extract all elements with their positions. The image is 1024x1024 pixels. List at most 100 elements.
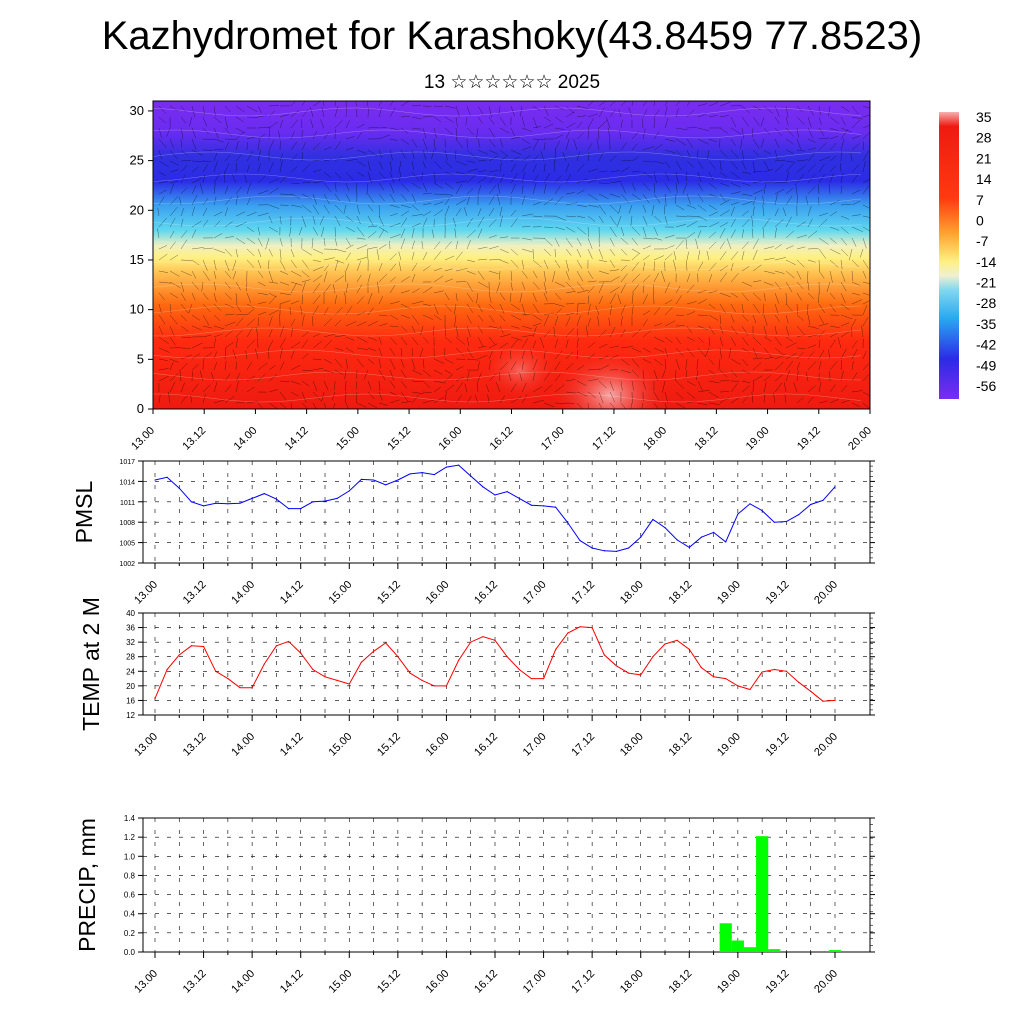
wind-barb (466, 217, 473, 228)
wind-barb (224, 330, 233, 338)
wind-barb (685, 171, 688, 182)
wind-barb (422, 149, 426, 160)
wind-barb (334, 171, 342, 179)
data-point (178, 654, 180, 656)
wind-barb (532, 314, 542, 321)
wind-barb (807, 186, 816, 195)
wind-barb (851, 200, 861, 206)
wind-barb (521, 382, 527, 393)
wind-barb (828, 349, 831, 360)
wind-barb (631, 262, 639, 272)
data-point (324, 676, 326, 678)
wind-barb (719, 241, 725, 250)
wind-barb (631, 156, 640, 162)
x-tick-label: 18.12 (666, 731, 694, 759)
wind-barb (785, 195, 793, 206)
contour-line (153, 283, 862, 293)
wind-barb (774, 336, 782, 347)
wind-barb (840, 331, 851, 338)
wind-barb (158, 105, 166, 114)
wind-barb (411, 300, 424, 305)
wind-barb (730, 336, 737, 347)
wind-barb (499, 248, 509, 254)
wind-barb (543, 350, 546, 360)
wind-barb (785, 281, 793, 293)
wind-barb (332, 391, 336, 401)
wind-barb (697, 389, 710, 393)
wind-barb (642, 319, 648, 327)
wind-barb (587, 402, 589, 409)
wind-barb (279, 300, 291, 305)
y-tick-label: 1002 (119, 561, 135, 568)
wind-barb (664, 117, 669, 129)
wind-barb (543, 360, 548, 371)
wind-barb (213, 152, 218, 162)
wind-barb (675, 138, 687, 146)
wind-barb (488, 303, 497, 312)
wind-barb (157, 228, 160, 239)
y-tick-label: 1.4 (124, 814, 136, 823)
wind-barb (268, 215, 273, 224)
wind-barb (158, 189, 167, 195)
wind-barb (565, 192, 575, 195)
wind-barb (697, 298, 707, 305)
data-point (627, 547, 630, 549)
wind-barb (785, 270, 795, 279)
wind-barb (213, 172, 221, 184)
wind-barb (565, 226, 576, 233)
wind-barb (785, 342, 797, 349)
data-point (615, 550, 618, 553)
wind-barb (257, 301, 267, 305)
wind-barb (576, 151, 580, 162)
wind-barb (367, 204, 374, 212)
data-point (725, 677, 727, 680)
wind-barb (848, 248, 853, 261)
wind-barb (444, 292, 450, 301)
wind-barb (191, 185, 197, 195)
wind-barb (719, 199, 730, 206)
wind-barb (431, 149, 435, 160)
wind-barb (444, 182, 454, 190)
wind-barb (323, 237, 326, 247)
wind-barb (675, 127, 688, 131)
wind-barb (367, 171, 372, 184)
wind-barb (642, 358, 652, 364)
wind-barb (696, 369, 699, 381)
wind-barb (543, 312, 555, 316)
wind-barb (400, 210, 410, 217)
wind-barb (378, 347, 383, 357)
wind-barb (290, 341, 301, 349)
wind-barb (356, 296, 365, 305)
wind-barb (587, 317, 591, 327)
wind-barb (411, 204, 419, 211)
wind-barb (642, 262, 646, 272)
wind-barb (664, 182, 671, 193)
wind-barb (323, 369, 334, 374)
wind-barb (818, 323, 829, 327)
wind-barb (235, 211, 246, 217)
wind-barb (224, 116, 229, 129)
wind-barb (818, 173, 826, 184)
wind-barb (213, 148, 224, 151)
y-axis-label: PMSL (71, 480, 97, 543)
wind-barb (477, 170, 487, 173)
wind-barb (697, 336, 704, 344)
wind-barb (609, 293, 616, 305)
wind-barb (796, 352, 804, 360)
colorbar-label: -28 (976, 295, 996, 311)
wind-barb (257, 259, 262, 269)
wind-barb (191, 178, 202, 184)
wind-barb (609, 354, 619, 360)
wind-barb (367, 391, 375, 400)
wind-barb (807, 105, 814, 116)
wind-barb (169, 196, 179, 206)
wind-barb (562, 152, 567, 162)
wind-barb (235, 361, 237, 371)
wind-barb (191, 342, 203, 349)
wind-barb (862, 402, 870, 409)
wind-barb (595, 305, 600, 316)
wind-barb (664, 193, 667, 206)
wind-barb (673, 259, 677, 272)
y-axis-label: TEMP at 2 M (78, 597, 104, 731)
wind-barb (301, 193, 312, 200)
